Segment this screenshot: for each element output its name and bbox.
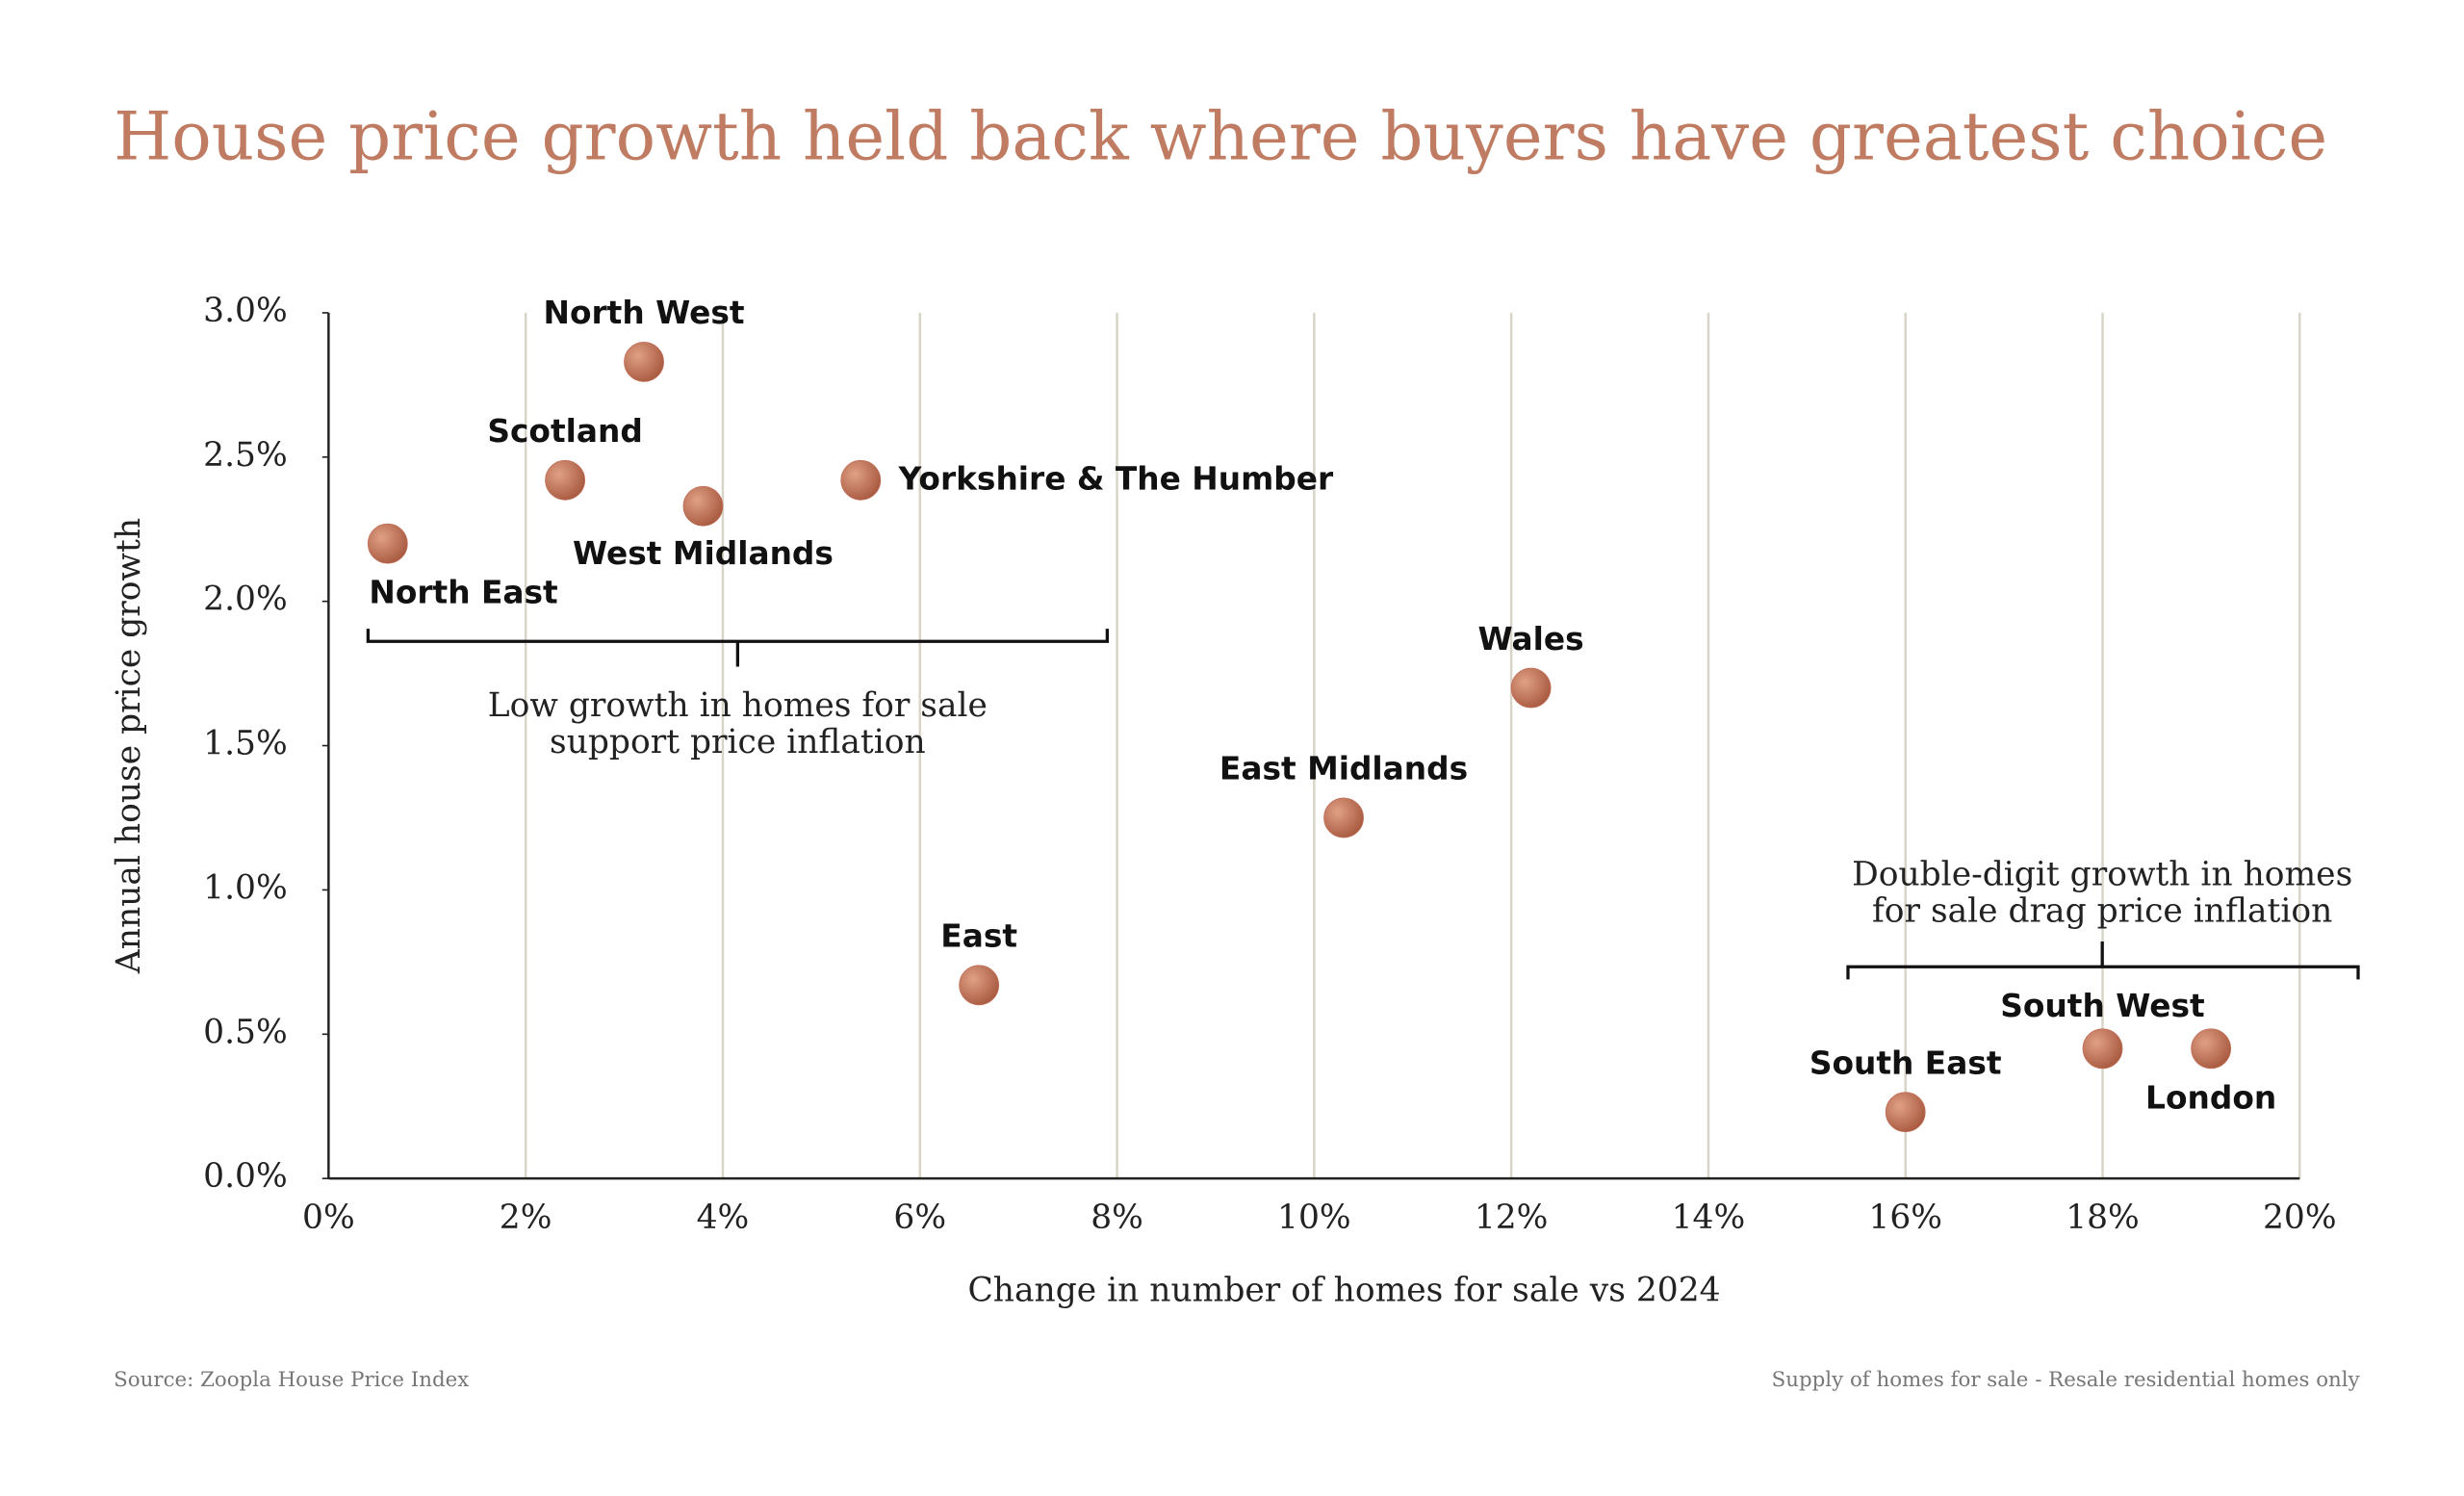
y-tick-label: 3.0% (203, 292, 288, 330)
y-tick-label: 0.0% (203, 1157, 288, 1196)
point (624, 341, 664, 382)
y-tick-label: 1.0% (203, 868, 288, 907)
y-tick-label: 1.5% (203, 725, 288, 763)
point (2191, 1028, 2232, 1070)
point (2082, 1028, 2123, 1070)
annotation: for sale drag price inflation (1872, 891, 2332, 930)
y-axis-label: Annual house price growth (110, 518, 148, 974)
y-tick-label: 2.5% (203, 436, 288, 475)
x-tick-label: 2% (500, 1199, 552, 1237)
point-label: Wales (1478, 621, 1584, 658)
point (1885, 1092, 1926, 1133)
x-tick-label: 18% (2066, 1199, 2140, 1237)
x-axis-label: Change in number of homes for sale vs 20… (967, 1271, 1720, 1309)
point-label: East Midlands (1219, 751, 1468, 787)
annotation: Double-digit growth in homes (1852, 856, 2352, 894)
x-tick-label: 0% (302, 1199, 355, 1237)
x-tick-label: 16% (1868, 1199, 1942, 1237)
source: Source: Zoopla House Price Index (114, 1368, 469, 1392)
point (545, 459, 586, 501)
chart-title: House price growth held back where buyer… (114, 99, 2327, 176)
y-tick-label: 0.5% (203, 1013, 288, 1051)
point (959, 965, 1000, 1006)
point-label: East (940, 918, 1017, 955)
point-label: Yorkshire & The Humber (898, 460, 1334, 497)
x-tick-label: 14% (1672, 1199, 1746, 1237)
point-label: Scotland (487, 413, 642, 450)
grid (524, 312, 2301, 1179)
point (1323, 797, 1364, 838)
annotation: Low growth in homes for sale (488, 686, 988, 725)
y-tick-label: 2.0% (203, 580, 288, 619)
bracket (366, 629, 1110, 667)
bracket (1846, 941, 2360, 980)
point (1510, 667, 1552, 709)
x-tick-label: 8% (1091, 1199, 1143, 1237)
point-label: South West (2000, 988, 2204, 1024)
point (367, 523, 408, 564)
x-tick-label: 12% (1475, 1199, 1549, 1237)
point-label: London (2145, 1079, 2276, 1116)
point-label: South East (1810, 1045, 2002, 1081)
note: Supply of homes for sale - Resale reside… (1772, 1368, 2360, 1392)
point (840, 459, 882, 501)
x-tick-label: 6% (893, 1199, 946, 1237)
point-label: West Midlands (573, 535, 834, 572)
annotation: support price inflation (550, 723, 926, 761)
point-label: North East (369, 575, 557, 611)
x-tick-label: 20% (2263, 1199, 2337, 1237)
point (682, 485, 724, 527)
point-label: North West (544, 295, 745, 331)
x-tick-label: 4% (697, 1199, 750, 1237)
x-tick-label: 10% (1277, 1199, 1351, 1237)
